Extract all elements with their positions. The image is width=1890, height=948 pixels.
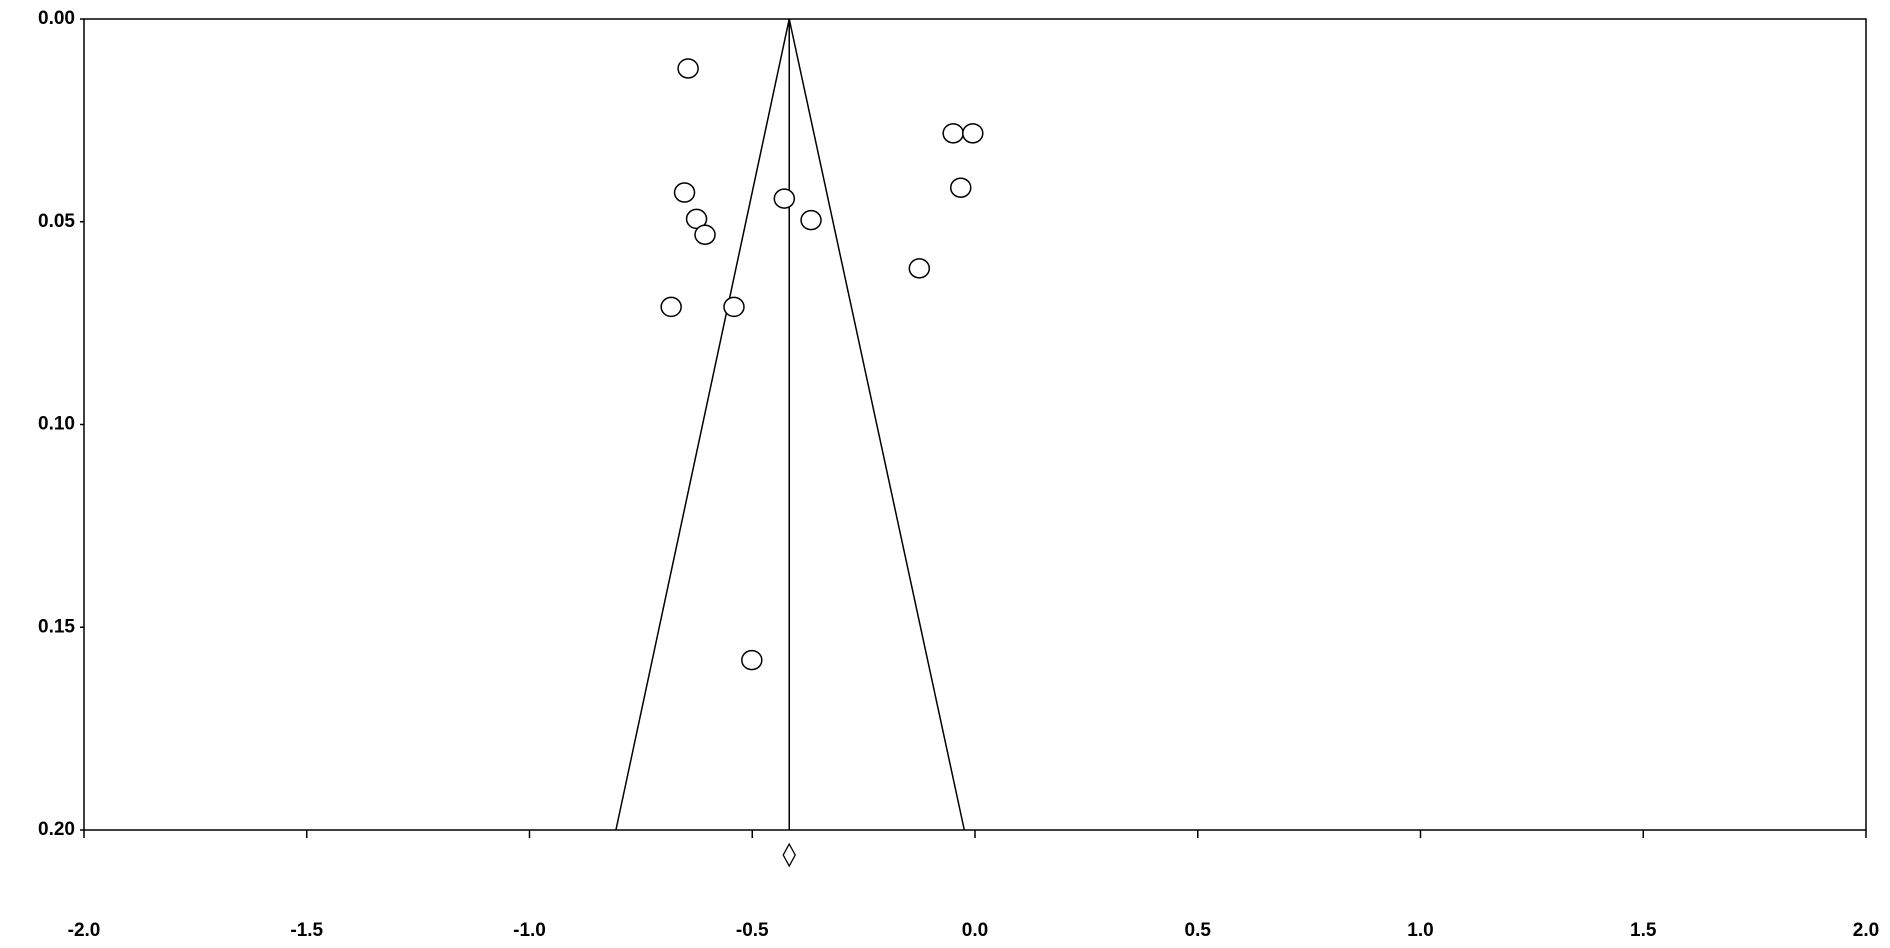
x-tick-label: 0.5 [1185, 920, 1212, 941]
study-point [908, 258, 931, 279]
x-tick-label: -1.0 [513, 920, 546, 941]
y-tick-label: 0.20 [38, 819, 75, 840]
y-tick-label: 0.15 [38, 616, 75, 637]
y-tick-label: 0.10 [38, 414, 75, 435]
study-point [723, 296, 745, 318]
x-tick-label: 1.5 [1630, 920, 1657, 941]
x-tick-label: 0.0 [962, 920, 988, 941]
study-point [949, 177, 972, 198]
funnel [615, 18, 966, 831]
x-tick-label: 1.0 [1407, 920, 1433, 941]
study-point [942, 123, 964, 144]
study-point [677, 58, 699, 79]
x-tick-label: 2.0 [1853, 920, 1879, 941]
study-point [741, 649, 763, 671]
x-tick-label: -1.5 [290, 920, 323, 941]
x-tick-label: -0.5 [736, 920, 769, 941]
study-point [673, 182, 696, 203]
pooled-effect-diamond [782, 842, 796, 868]
study-point [660, 296, 682, 318]
y-tick-label: 0.05 [38, 211, 75, 232]
x-tick-label: -2.0 [68, 920, 101, 941]
study-point [800, 209, 822, 231]
y-tick-label: 0.00 [38, 8, 75, 29]
study-point [773, 188, 796, 209]
study-point [694, 224, 716, 245]
study-point [962, 123, 984, 144]
